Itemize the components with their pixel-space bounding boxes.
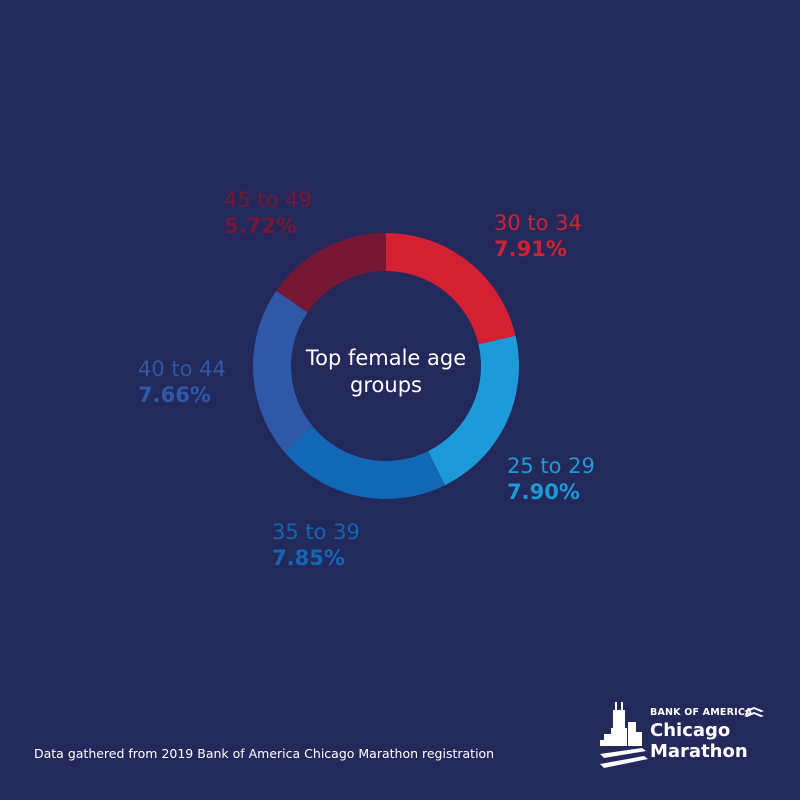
label-35-39-value: 7.85% [272,545,360,571]
donut-slice-45-to-49 [276,233,386,312]
skyline-icon [598,694,650,772]
chicago-marathon-logo: BANK OF AMERICA Chicago Marathon [598,694,768,772]
source-note: Data gathered from 2019 Bank of America … [34,746,494,761]
label-30-34: 30 to 34 7.91% [494,210,582,263]
label-25-29-value: 7.90% [507,479,595,505]
label-25-29: 25 to 29 7.90% [507,453,595,506]
label-40-44-value: 7.66% [138,382,226,408]
label-45-49-name: 45 to 49 [224,187,312,213]
label-35-39: 35 to 39 7.85% [272,519,360,572]
label-40-44: 40 to 44 7.66% [138,356,226,409]
flag-icon [744,707,764,719]
chart-title: Top female age groups [286,345,486,400]
label-35-39-name: 35 to 39 [272,519,360,545]
label-40-44-name: 40 to 44 [138,356,226,382]
label-25-29-name: 25 to 29 [507,453,595,479]
logo-chicago: Chicago [650,722,730,740]
label-45-49: 45 to 49 5.72% [224,187,312,240]
label-45-49-value: 5.72% [224,213,312,239]
label-30-34-value: 7.91% [494,236,582,262]
logo-sponsor: BANK OF AMERICA [650,707,753,718]
label-30-34-name: 30 to 34 [494,210,582,236]
donut-slice-35-to-39 [284,427,445,499]
logo-marathon: Marathon [650,743,748,761]
